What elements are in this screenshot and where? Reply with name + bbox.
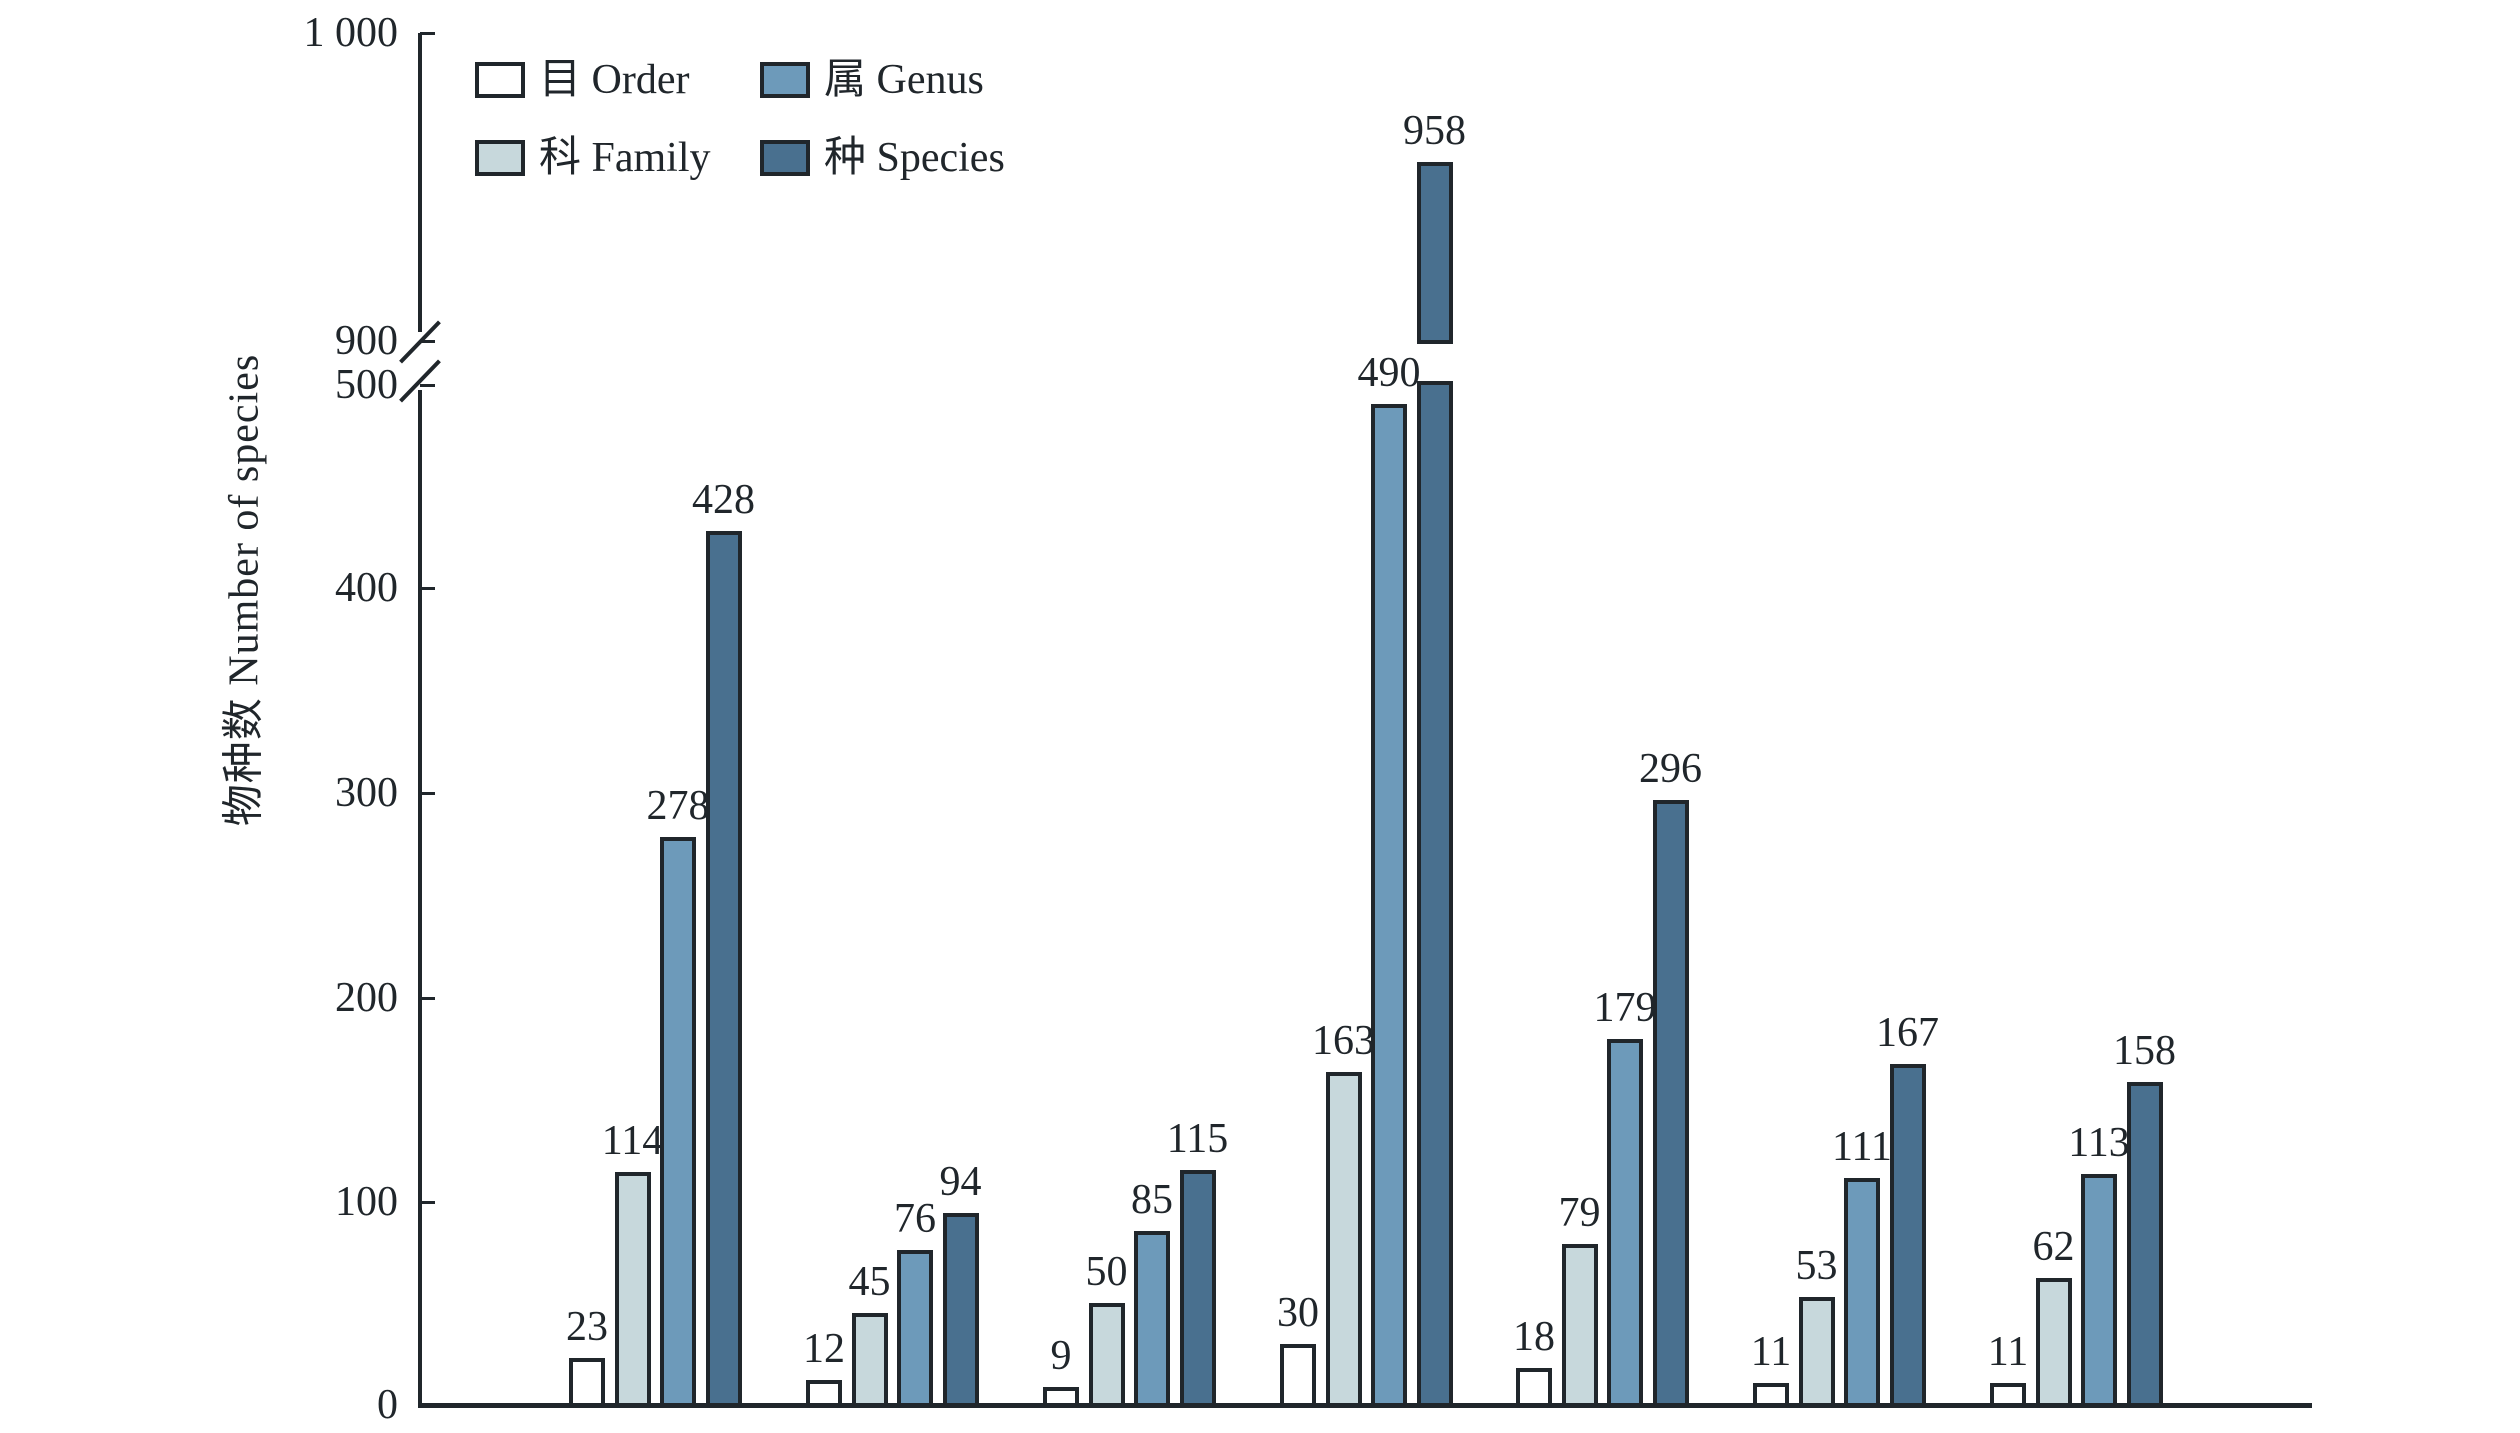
bar-Species-g4-lower — [1416, 381, 1453, 1407]
y-axis-title: 物种数 Number of species — [221, 353, 268, 827]
bar-Genus-g4 — [1371, 404, 1407, 1407]
legend-label-species: 种 Species — [824, 135, 1005, 181]
bar-Family-g3 — [1088, 1302, 1125, 1407]
bar-Family-g7 — [2035, 1278, 2072, 1407]
bar-value-label: 113 — [2068, 1120, 2130, 1167]
legend-label-genus: 属 Genus — [824, 57, 984, 103]
bar-value-label: 85 — [1131, 1177, 1173, 1224]
bar-value-label: 9 — [1050, 1332, 1072, 1379]
y-tick-label: 400 — [335, 565, 398, 611]
bar-value-label: 179 — [1593, 985, 1657, 1032]
bar-Species-g5 — [1652, 800, 1689, 1407]
y-tick — [420, 997, 435, 1000]
legend-entry-species: 种 Species — [760, 135, 1005, 181]
bar-value-label: 76 — [894, 1195, 936, 1242]
bar-value-label: 12 — [803, 1326, 845, 1373]
bar-Genus-g2 — [897, 1249, 933, 1407]
bar-value-label: 296 — [1639, 746, 1702, 793]
y-tick — [420, 32, 435, 35]
bar-value-label: 490 — [1357, 350, 1421, 397]
legend-label-order: 目 Order — [539, 57, 690, 103]
bar-value-label: 115 — [1166, 1116, 1229, 1163]
bar-value-label: 958 — [1403, 108, 1466, 155]
bar-Genus-g5 — [1607, 1039, 1643, 1407]
bar-Genus-g1 — [660, 837, 696, 1407]
x-axis-line — [418, 1403, 2312, 1408]
bar-value-label: 18 — [1513, 1314, 1555, 1361]
bar-value-label: 11 — [1750, 1328, 1792, 1375]
y-tick-label: 300 — [335, 770, 398, 816]
bar-Genus-g7 — [2081, 1174, 2117, 1407]
bar-value-label: 45 — [848, 1259, 891, 1306]
bar-Family-g6 — [1798, 1296, 1835, 1407]
bar-Order-g1 — [569, 1358, 605, 1407]
y-tick-label: 1 000 — [303, 10, 399, 56]
bar-value-label: 30 — [1277, 1289, 1319, 1336]
bar-Family-g1 — [614, 1172, 651, 1407]
bar-Species-g1 — [705, 530, 742, 1407]
bar-Order-g5 — [1516, 1368, 1552, 1407]
bar-Order-g4 — [1280, 1343, 1316, 1407]
y-tick-label: 500 — [335, 362, 398, 408]
bar-Species-g3 — [1179, 1170, 1216, 1407]
y-tick — [420, 340, 435, 343]
bar-Species-g7 — [2126, 1082, 2163, 1407]
bar-Family-g2 — [851, 1313, 888, 1407]
bar-Species-g2 — [942, 1213, 979, 1407]
y-tick — [420, 792, 435, 795]
bar-value-label: 428 — [692, 476, 755, 523]
order-swatch-icon — [475, 62, 525, 98]
bar-value-label: 167 — [1876, 1009, 1939, 1056]
y-tick-label: 0 — [377, 1382, 398, 1428]
bar-value-label: 278 — [646, 783, 710, 830]
bar-value-label: 50 — [1085, 1248, 1128, 1295]
bar-value-label: 94 — [939, 1159, 982, 1205]
legend-label-family: 科 Family — [539, 135, 711, 181]
y-tick-label: 200 — [335, 975, 398, 1021]
bar-value-label: 23 — [566, 1304, 608, 1351]
y-tick — [420, 384, 435, 387]
bar-value-label: 53 — [1795, 1242, 1838, 1289]
bar-value-label: 79 — [1558, 1189, 1601, 1236]
y-tick-label: 100 — [335, 1179, 398, 1225]
species-swatch-icon — [760, 140, 810, 176]
bar-Species-g4-upper — [1416, 162, 1453, 344]
legend-entry-order: 目 Order — [475, 57, 689, 103]
bar-value-label: 158 — [2113, 1028, 2176, 1075]
y-tick-label: 900 — [335, 318, 398, 364]
bar-value-label: 111 — [1832, 1124, 1892, 1171]
legend-entry-genus: 属 Genus — [760, 57, 984, 103]
genus-swatch-icon — [760, 62, 810, 98]
bar-value-label: 62 — [2032, 1224, 2075, 1271]
family-swatch-icon — [475, 140, 525, 176]
y-axis-line-lower — [418, 390, 422, 1405]
y-tick — [420, 587, 435, 590]
bar-value-label: 163 — [1312, 1018, 1375, 1065]
y-axis-line-upper — [418, 33, 422, 332]
y-tick — [420, 1404, 435, 1407]
y-tick — [420, 1201, 435, 1204]
legend-entry-family: 科 Family — [475, 135, 711, 181]
bar-Genus-g6 — [1844, 1178, 1880, 1407]
bar-value-label: 11 — [1987, 1328, 2029, 1375]
bar-Family-g4 — [1325, 1072, 1362, 1407]
bar-Species-g6 — [1889, 1063, 1926, 1407]
bar-value-label: 114 — [601, 1118, 664, 1165]
